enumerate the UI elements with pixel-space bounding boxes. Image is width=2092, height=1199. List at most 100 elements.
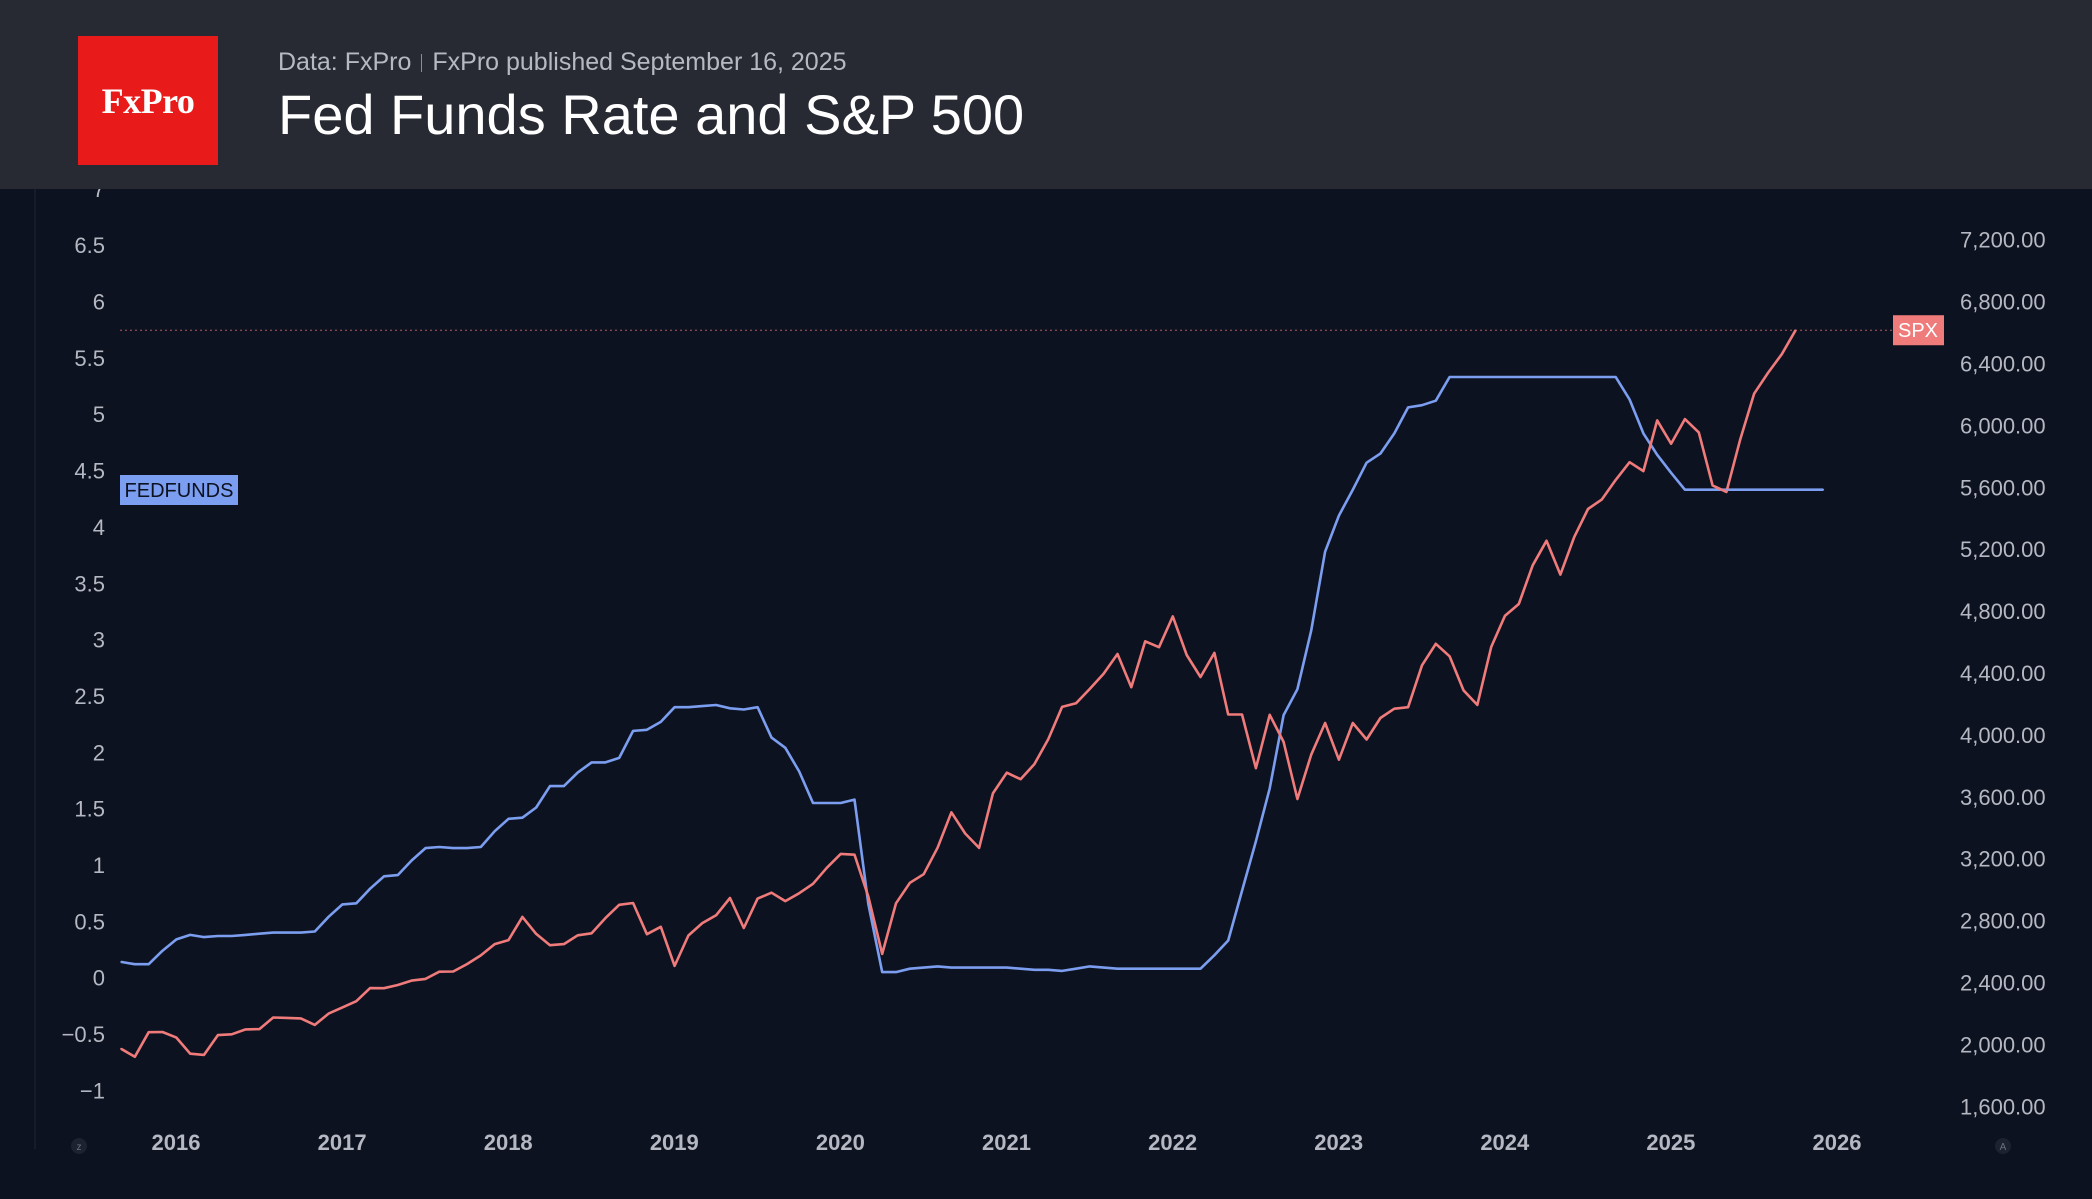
fedfunds-point: [1531, 376, 1534, 378]
x-tick-label: 2023: [1314, 1130, 1363, 1155]
spx-point: [881, 953, 883, 955]
spx-point: [1725, 491, 1728, 493]
spx-point: [1698, 431, 1700, 434]
x-tick-label: 2022: [1148, 1130, 1197, 1155]
fedfunds-point: [300, 931, 302, 934]
spx-point: [217, 1034, 219, 1036]
fedfunds-point: [1822, 488, 1825, 491]
spx-point: [535, 933, 537, 935]
spx-point: [978, 847, 980, 849]
fedfunds-point: [604, 761, 607, 764]
fedfunds-point: [493, 830, 496, 832]
right-tick-label: 4,400.00: [1960, 661, 2046, 686]
spx-point: [1504, 614, 1506, 617]
right-tick-label: 2,800.00: [1960, 909, 2046, 934]
fedfunds-point: [258, 932, 261, 935]
spx-point: [1711, 484, 1714, 487]
fedfunds-point: [950, 966, 953, 969]
fedfunds-point: [535, 806, 537, 809]
fedfunds-point: [1794, 488, 1797, 491]
spx-point: [1518, 603, 1520, 605]
spx-legend-label: SPX: [1893, 315, 1944, 346]
fedfunds-label-text: FEDFUNDS: [125, 480, 234, 502]
spx-point: [369, 987, 371, 989]
fedfunds-point: [1255, 840, 1257, 843]
spx-point: [341, 1006, 344, 1009]
left-axis-ticks: 7 6.5 6 5.5 5 4.5 4 3.5 3 2.5 2 1.5 1 0.5 0 −0.5 −1: [62, 177, 105, 1104]
auto-scale-icon-right[interactable]: A: [1995, 1138, 2011, 1154]
fedfunds-point: [286, 931, 288, 934]
fedfunds-point: [1642, 432, 1645, 435]
spx-point: [784, 900, 787, 902]
fedfunds-point: [410, 859, 413, 862]
x-tick-label: 2026: [1813, 1130, 1862, 1155]
left-tick-label: −0.5: [62, 1022, 105, 1047]
spx-point: [1462, 689, 1465, 692]
spx-point: [1407, 706, 1409, 708]
spx-point: [1116, 653, 1119, 655]
fedfunds-point: [1338, 514, 1340, 517]
fedfunds-point: [1158, 967, 1160, 970]
fedfunds-point: [1310, 629, 1312, 632]
x-tick-label: 2016: [152, 1130, 201, 1155]
spx-point: [687, 934, 690, 937]
chart-svg[interactable]: 7 6.5 6 5.5 5 4.5 4 3.5 3 2.5 2 1.5 1 0.5 0 −0.5 −1 7,20…: [0, 177, 2092, 1194]
fedfunds-point: [660, 721, 662, 723]
spx-point: [743, 927, 745, 929]
fedfunds-point: [120, 961, 122, 963]
right-axis-ticks: 7,200.00 6,800.00 6,400.00 6,000.00 5,600.00…: [1960, 228, 2046, 1120]
fedfunds-point: [715, 704, 717, 706]
fedfunds-point: [1559, 376, 1562, 378]
fedfunds-point: [1518, 376, 1520, 378]
fedfunds-point: [826, 802, 828, 804]
fedfunds-point: [1172, 967, 1174, 970]
right-tick-label: 5,600.00: [1960, 475, 2046, 500]
fedfunds-point: [936, 965, 939, 968]
fedfunds-point: [1490, 376, 1492, 378]
x-axis-ticks: 2016 2017 2018 2019 2020 2021 2022 2023 2024 2025…: [152, 1130, 1862, 1155]
fxpro-logo: FxPro: [78, 36, 218, 165]
fedfunds-point: [217, 935, 219, 937]
spx-point: [756, 897, 759, 900]
left-tick-label: 2: [93, 740, 105, 765]
spx-point: [812, 883, 814, 885]
fedfunds-point: [1282, 714, 1285, 716]
fedfunds-point: [1448, 376, 1451, 378]
header-bar: FxPro Data: FxPro FxPro published Septemb…: [0, 0, 2092, 189]
fedfunds-point: [798, 770, 800, 773]
spx-point: [189, 1052, 191, 1055]
fedfunds-point: [1102, 966, 1105, 969]
spx-point: [1781, 353, 1783, 355]
right-tick-label: 5,200.00: [1960, 537, 2046, 562]
scale-mode-icon-left[interactable]: z: [71, 1138, 87, 1154]
fedfunds-point: [770, 736, 773, 739]
fedfunds-point: [1324, 550, 1326, 553]
fedfunds-legend-label: FEDFUNDS: [120, 475, 238, 505]
fedfunds-point: [590, 761, 593, 764]
spx-series-line[interactable]: [120, 329, 1797, 1059]
left-tick-label: 0.5: [74, 909, 105, 934]
spx-point: [1642, 470, 1645, 472]
fedfunds-series-line[interactable]: [120, 375, 1824, 974]
spx-point: [701, 922, 704, 924]
fedfunds-point: [521, 816, 524, 819]
spx-point: [175, 1036, 178, 1039]
spx-point: [355, 1000, 358, 1002]
spx-point: [1033, 763, 1036, 765]
fedfunds-point: [632, 730, 634, 732]
spx-point: [161, 1031, 164, 1033]
x-tick-label: 2019: [650, 1130, 699, 1155]
fedfunds-point: [480, 846, 482, 848]
chart-area[interactable]: 7 6.5 6 5.5 5 4.5 4 3.5 3 2.5 2 1.5 1 0.5 0 −0.5 −1 7,20…: [0, 177, 2092, 1194]
spx-point: [120, 1047, 122, 1050]
fedfunds-point: [687, 706, 690, 708]
spx-point: [147, 1031, 150, 1033]
spx-point: [1545, 540, 1548, 542]
spx-point: [576, 934, 579, 937]
fedfunds-point: [327, 916, 330, 918]
spx-point: [909, 882, 911, 884]
fedfunds-point: [1352, 488, 1354, 491]
right-tick-label: 4,800.00: [1960, 599, 2046, 624]
x-tick-label: 2024: [1480, 1130, 1530, 1155]
right-tick-label: 6,000.00: [1960, 413, 2046, 438]
